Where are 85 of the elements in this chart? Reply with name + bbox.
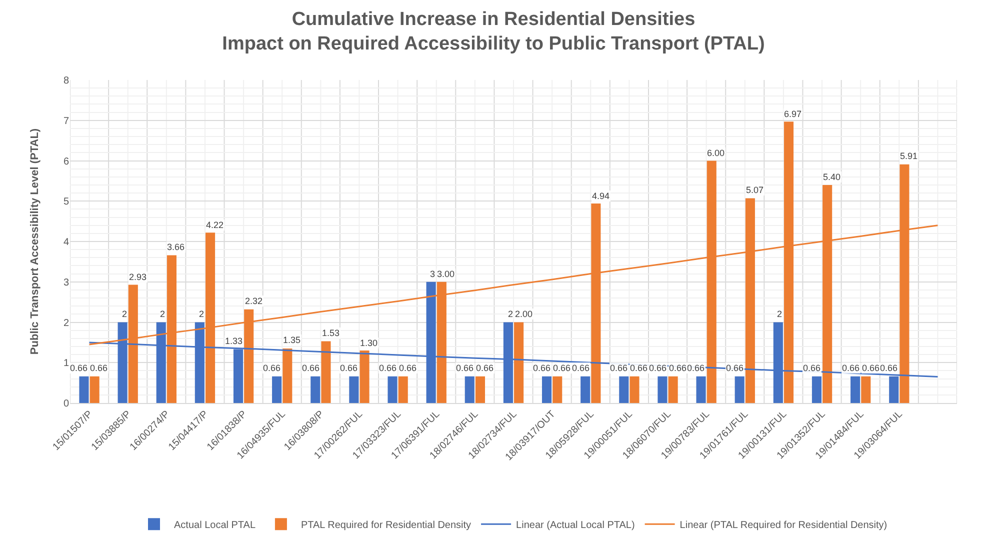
- bar: [310, 376, 320, 403]
- y-tick-label: 6: [63, 156, 70, 168]
- data-label: 0.66: [649, 363, 667, 373]
- bar: [850, 376, 860, 403]
- data-label: 0.66: [842, 363, 860, 373]
- data-label: 5.40: [823, 172, 841, 182]
- bar: [734, 376, 744, 403]
- bar: [388, 376, 398, 403]
- bar: [79, 376, 89, 403]
- data-label: 0.66: [726, 363, 744, 373]
- data-label: 0.66: [379, 363, 397, 373]
- data-label: 4.22: [206, 220, 224, 230]
- chart-title: Cumulative Increase in Residential Densities: [292, 8, 696, 30]
- legend-label: Actual Local PTAL: [174, 520, 256, 531]
- data-label: 0.66: [862, 363, 880, 373]
- y-tick-label: 5: [63, 196, 70, 208]
- data-label: 5.07: [746, 185, 764, 195]
- data-label: 0.66: [610, 363, 628, 373]
- data-label: 3.66: [167, 242, 185, 252]
- legend-label: Linear (PTAL Required for Residential Density): [680, 520, 888, 531]
- data-label: 0.66: [456, 363, 474, 373]
- data-label: 0.66: [630, 363, 648, 373]
- data-label: 2: [160, 309, 166, 319]
- data-label: 0.66: [263, 363, 281, 373]
- bar: [464, 376, 474, 403]
- y-tick-label: 0: [63, 398, 70, 410]
- bar: [321, 341, 331, 403]
- bar: [580, 376, 590, 403]
- data-label: 0.66: [669, 363, 687, 373]
- y-tick-label: 1: [63, 358, 70, 370]
- bar: [861, 376, 871, 403]
- data-label: 2: [508, 309, 514, 319]
- data-label: 0.66: [340, 363, 358, 373]
- data-label: 0.66: [533, 363, 551, 373]
- bar: [619, 376, 629, 403]
- y-axis-title: Public Transport Accessibility Level (PTAL): [29, 128, 41, 355]
- data-label: 1.53: [322, 328, 340, 338]
- data-label: 1.33: [225, 336, 243, 346]
- data-label: 6.00: [707, 148, 725, 158]
- y-tick-label: 3: [63, 277, 70, 288]
- data-label: 0.66: [880, 363, 898, 373]
- data-label: 0.66: [90, 363, 108, 373]
- bar: [658, 376, 668, 403]
- data-label: 5.91: [900, 151, 918, 161]
- data-label: 4.94: [592, 191, 610, 201]
- bar: [475, 376, 486, 403]
- bar: [360, 350, 370, 403]
- bar: [668, 376, 678, 403]
- bar: [812, 376, 822, 403]
- bar: [696, 376, 706, 403]
- legend-label: Linear (Actual Local PTAL): [516, 520, 635, 531]
- bar: [552, 376, 562, 403]
- bar: [398, 376, 408, 403]
- bar: [349, 376, 359, 403]
- data-label: 6.97: [784, 109, 802, 119]
- legend-label: PTAL Required for Residential Density: [300, 520, 472, 531]
- y-tick-label: 8: [63, 76, 70, 86]
- data-label: 0.66: [553, 363, 571, 373]
- y-tick-label: 7: [63, 116, 70, 127]
- data-label: 2: [777, 309, 782, 319]
- bar: [514, 322, 524, 403]
- chart-subtitle: Impact on Required Accessibility to Public Transport (PTAL): [222, 33, 765, 54]
- data-label: 1.30: [360, 338, 378, 348]
- data-label: 2.00: [515, 309, 533, 319]
- bar: [282, 348, 292, 403]
- data-label: 2: [122, 309, 128, 319]
- data-label: 2.93: [129, 272, 147, 282]
- data-label: 0.66: [572, 363, 590, 373]
- bar: [90, 376, 100, 403]
- data-label: 0.66: [476, 363, 494, 373]
- data-label: 0.66: [70, 363, 88, 373]
- bar: [630, 376, 640, 403]
- data-label: 0.66: [803, 363, 821, 373]
- data-label: 0.66: [687, 363, 705, 373]
- data-label: 3.00: [437, 269, 455, 279]
- data-label: 0.66: [302, 363, 320, 373]
- y-tick-label: 4: [63, 237, 70, 248]
- data-label: 3: [430, 269, 436, 279]
- data-label: 2.32: [245, 296, 263, 306]
- y-tick-label: 2: [63, 318, 70, 329]
- data-label: 0.66: [399, 363, 417, 373]
- data-label: 1.35: [283, 335, 301, 345]
- bar: [272, 376, 282, 403]
- data-label: 2: [199, 309, 204, 319]
- bar: [542, 376, 552, 403]
